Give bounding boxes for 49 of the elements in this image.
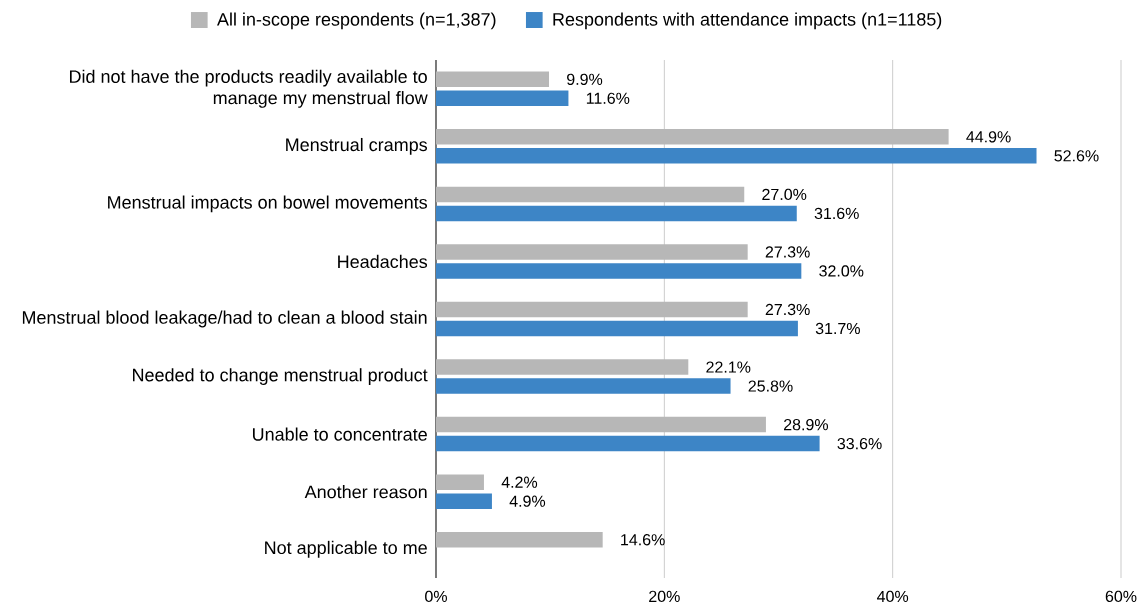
bar xyxy=(436,416,766,433)
data-label: 44.9% xyxy=(966,131,1011,143)
data-label: 52.6% xyxy=(1054,150,1099,162)
legend-label: Respondents with attendance impacts (n1=1185) xyxy=(553,12,942,30)
bar xyxy=(436,435,820,452)
y-tick-label: Unable to concentrate xyxy=(252,427,427,441)
x-tick-label: 60% xyxy=(1105,590,1137,603)
data-label: 27.3% xyxy=(765,303,810,316)
bar xyxy=(436,301,748,318)
y-tick-label: Another reason xyxy=(304,485,427,499)
y-tick-label: Menstrual blood leakage/had to clean a blood stain xyxy=(22,310,427,328)
x-tick-label: 20% xyxy=(649,590,680,603)
data-label: 25.8% xyxy=(748,380,793,392)
bar xyxy=(436,71,550,88)
x-tick-label: 40% xyxy=(877,590,909,603)
y-tick-label: Headaches xyxy=(338,254,428,269)
data-label: 27.3% xyxy=(765,246,810,258)
x-tick-label: 0% xyxy=(425,590,447,603)
bar xyxy=(436,129,949,145)
legend-label: All in-scope respondents (n=1,387) xyxy=(217,12,496,30)
data-label: 27.0% xyxy=(762,188,807,201)
data-label: 9.9% xyxy=(567,73,603,85)
data-label: 4.2% xyxy=(501,476,538,488)
bar xyxy=(436,359,689,375)
bar xyxy=(436,493,492,509)
y-tick-label: Not applicable to me xyxy=(265,540,427,558)
bar xyxy=(436,186,745,203)
data-label: 31.6% xyxy=(814,207,859,220)
data-label: 32.0% xyxy=(819,265,864,277)
y-tick-label: Needed to change menstrual product xyxy=(133,368,428,385)
bar xyxy=(436,531,603,548)
data-label: 11.6% xyxy=(586,92,630,104)
data-label: 14.6% xyxy=(621,534,665,546)
data-label: 4.9% xyxy=(509,495,546,507)
bar xyxy=(436,378,731,394)
y-tick-label: Menstrual cramps xyxy=(286,137,428,155)
y-tick-label: Menstrual impacts on bowel movements xyxy=(108,195,428,213)
bar xyxy=(436,320,798,337)
bar xyxy=(436,205,797,222)
data-label: 31.7% xyxy=(815,322,860,335)
bar xyxy=(436,244,748,260)
y-tick-label: Did not have the products readily available to manage my menstrual flow xyxy=(69,69,428,108)
bar xyxy=(436,263,802,279)
bar xyxy=(436,148,1037,164)
data-label: 33.6% xyxy=(837,437,882,450)
bar xyxy=(436,474,484,490)
data-label: 28.9% xyxy=(784,418,828,431)
bar xyxy=(436,90,569,107)
data-label: 22.1% xyxy=(706,361,751,373)
